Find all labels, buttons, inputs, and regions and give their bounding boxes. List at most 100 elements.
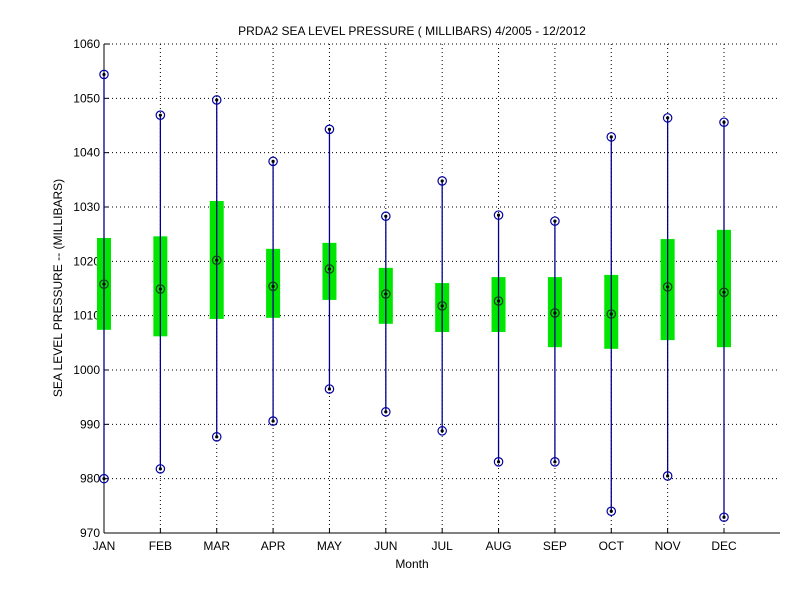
box-mar — [209, 95, 224, 442]
max-marker-dot — [271, 159, 275, 163]
median-marker-dot — [158, 287, 162, 291]
max-marker — [606, 132, 617, 142]
median-marker-dot — [384, 292, 388, 296]
min-marker-dot — [271, 419, 275, 423]
max-marker — [155, 110, 166, 120]
y-axis-ticks: 970 980 990 1000 1010 1020 1030 1040 1050 1060 — [73, 37, 109, 540]
min-marker — [662, 471, 673, 481]
x-tick-label: NOV — [655, 539, 681, 553]
min-marker-dot — [215, 435, 219, 439]
min-marker — [155, 464, 166, 474]
x-tick-label: FEB — [149, 539, 172, 553]
min-marker-dot — [102, 477, 106, 481]
max-marker-dot — [102, 72, 106, 77]
min-marker — [268, 416, 278, 426]
min-marker-dot — [327, 387, 332, 391]
min-marker — [99, 473, 109, 484]
chart-title: PRDA2 SEA LEVEL PRESSURE ( MILLIBARS) 4/… — [238, 24, 586, 38]
median-marker — [211, 255, 222, 266]
x-tick-label: OCT — [599, 539, 625, 553]
x-tick-label: JAN — [93, 539, 116, 553]
x-tick-label: DEC — [711, 539, 737, 553]
min-marker-dot — [158, 467, 162, 471]
min-marker-dot — [496, 460, 501, 464]
max-marker-dot — [384, 214, 388, 218]
y-tick-label: 1020 — [73, 254, 100, 268]
y-tick-label: 1060 — [73, 37, 100, 51]
max-marker-dot — [609, 135, 613, 139]
median-marker — [268, 281, 278, 292]
min-marker — [437, 426, 447, 436]
median-marker — [662, 282, 673, 292]
max-marker — [719, 117, 729, 128]
box-feb — [153, 110, 168, 474]
median-marker-dot — [215, 258, 219, 262]
median-marker-dot — [271, 284, 275, 288]
min-marker-dot — [553, 460, 557, 464]
plot-area — [97, 69, 731, 523]
max-marker — [99, 69, 109, 80]
max-marker — [662, 113, 673, 123]
median-marker-dot — [102, 282, 106, 286]
y-tick-label: 980 — [80, 472, 100, 486]
x-axis-label: Month — [395, 557, 428, 571]
box-oct — [604, 132, 619, 517]
x-tick-label: AUG — [486, 539, 512, 553]
max-marker-dot — [215, 98, 219, 102]
median-marker — [99, 279, 109, 289]
y-tick-label: 990 — [80, 417, 100, 431]
x-axis-ticks: JAN FEB MAR APR MAY JUN JUL AUG SEP OCT NOV DEC — [93, 528, 737, 553]
min-marker — [719, 512, 729, 523]
y-tick-label: 1030 — [73, 200, 100, 214]
y-axis-label: SEA LEVEL PRESSURE -- (MILLIBARS) — [51, 179, 65, 397]
min-marker — [211, 432, 222, 442]
max-marker — [381, 211, 391, 222]
box-nov — [660, 113, 675, 481]
min-marker — [550, 457, 560, 467]
min-marker-dot — [440, 429, 444, 433]
y-tick-label: 1010 — [73, 309, 100, 323]
min-marker-dot — [384, 410, 388, 414]
max-marker-dot — [440, 179, 444, 183]
median-marker — [550, 308, 560, 318]
min-marker-dot — [666, 474, 670, 478]
y-tick-label: 1050 — [73, 91, 100, 105]
max-marker-dot — [158, 113, 162, 117]
min-marker — [493, 457, 504, 467]
box-jul — [435, 176, 450, 436]
max-marker — [324, 124, 335, 135]
box-apr — [266, 156, 281, 426]
box-aug — [491, 210, 506, 467]
x-tick-label: MAY — [317, 539, 342, 553]
median-marker — [155, 284, 166, 294]
median-marker — [493, 296, 504, 306]
max-marker-dot — [327, 127, 332, 131]
median-marker — [381, 289, 391, 299]
x-tick-label: APR — [261, 539, 286, 553]
median-marker — [719, 287, 729, 298]
max-marker — [493, 210, 504, 220]
y-tick-label: 1000 — [73, 363, 100, 377]
min-marker-dot — [609, 509, 613, 513]
median-marker — [324, 264, 335, 274]
median-marker-dot — [553, 311, 557, 315]
max-marker-dot — [553, 219, 557, 223]
median-marker-dot — [609, 312, 613, 316]
median-marker — [437, 301, 447, 311]
median-marker-dot — [440, 304, 444, 308]
max-marker-dot — [496, 213, 501, 217]
box-dec — [717, 117, 731, 523]
max-marker — [268, 156, 278, 167]
min-marker-dot — [722, 515, 726, 519]
x-tick-label: JUN — [374, 539, 397, 553]
median-marker-dot — [327, 267, 332, 271]
box-sep — [547, 216, 562, 467]
max-marker — [437, 176, 447, 186]
median-marker-dot — [666, 285, 670, 289]
min-marker — [381, 407, 391, 417]
min-marker — [324, 384, 335, 394]
max-marker-dot — [666, 116, 670, 120]
max-marker-dot — [722, 120, 726, 124]
x-tick-label: JUL — [432, 539, 454, 553]
